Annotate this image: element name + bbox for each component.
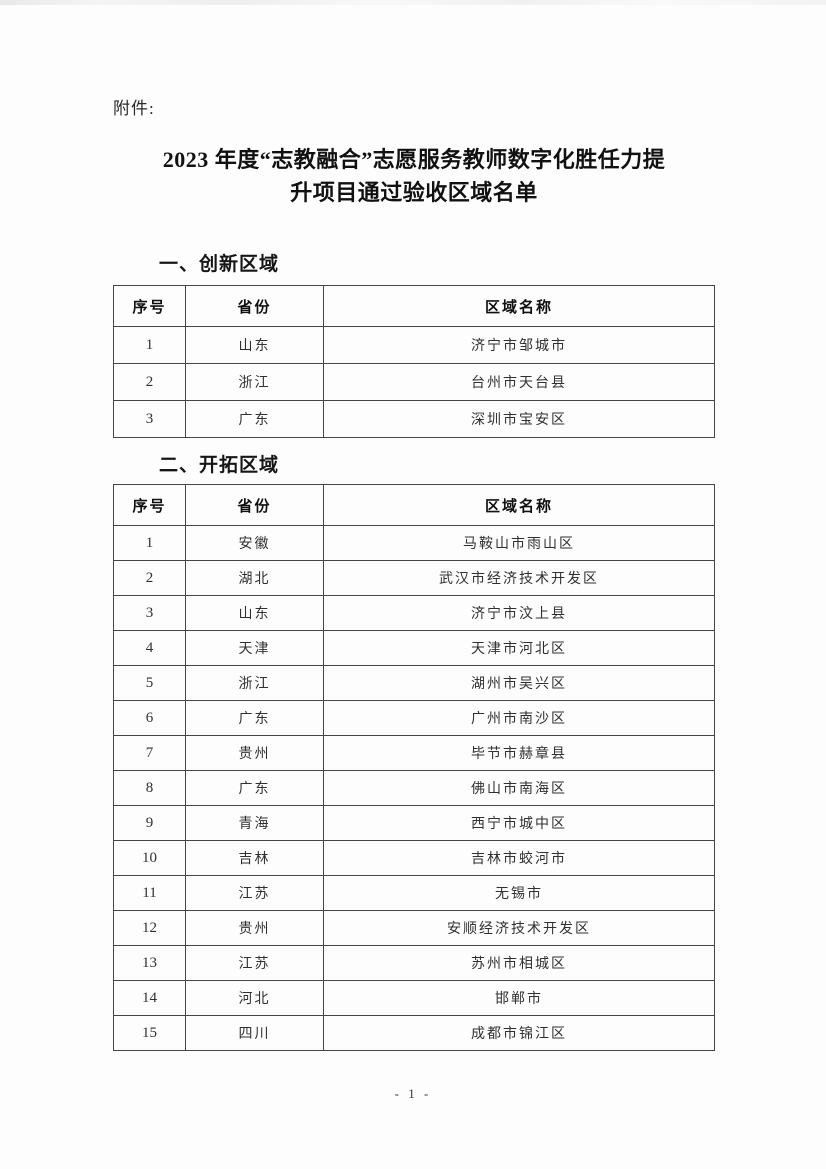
scan-artifact xyxy=(0,0,826,5)
cell-province: 广东 xyxy=(185,700,324,736)
cell-region: 深圳市宝安区 xyxy=(323,400,715,438)
cell-province: 安徽 xyxy=(185,525,324,561)
cell-region: 安顺经济技术开发区 xyxy=(323,910,715,946)
cell-index: 9 xyxy=(113,805,186,841)
cell-region: 吉林市蛟河市 xyxy=(323,840,715,876)
column-header-region: 区域名称 xyxy=(323,285,715,327)
column-header-province: 省份 xyxy=(185,484,324,526)
cell-region: 武汉市经济技术开发区 xyxy=(323,560,715,596)
cell-province: 河北 xyxy=(185,980,324,1016)
cell-index: 5 xyxy=(113,665,186,701)
cell-region: 西宁市城中区 xyxy=(323,805,715,841)
table-row: 6 广东 广州市南沙区 xyxy=(113,700,715,736)
table-row: 1 安徽 马鞍山市雨山区 xyxy=(113,525,715,561)
header-row: 序号 省份 区域名称 xyxy=(113,484,715,526)
cell-index: 11 xyxy=(113,875,186,911)
cell-index: 6 xyxy=(113,700,186,736)
table-row: 3 山东 济宁市汶上县 xyxy=(113,595,715,631)
cell-index: 1 xyxy=(113,525,186,561)
cell-region: 台州市天台县 xyxy=(323,363,715,401)
innovation-table: 序号 省份 区域名称 1 山东 济宁市邹城市 2 浙江 台州市天台县 3 广东 深圳市宝安区 xyxy=(113,285,715,438)
cell-region: 邯郸市 xyxy=(323,980,715,1016)
cell-index: 10 xyxy=(113,840,186,876)
cell-province: 贵州 xyxy=(185,735,324,771)
document-title-line-2: 升项目通过验收区域名单 xyxy=(290,180,538,205)
document-title-line-1: 2023 年度“志教融合”志愿服务教师数字化胜任力提 xyxy=(162,147,666,172)
table-row: 11 江苏 无锡市 xyxy=(113,875,715,911)
section-heading-expansion: 二、开拓区域 xyxy=(159,455,280,476)
cell-region: 毕节市赫章县 xyxy=(323,735,715,771)
cell-province: 广东 xyxy=(185,400,324,438)
table-row: 9 青海 西宁市城中区 xyxy=(113,805,715,841)
cell-index: 12 xyxy=(113,910,186,946)
column-header-province: 省份 xyxy=(185,285,324,327)
cell-region: 广州市南沙区 xyxy=(323,700,715,736)
cell-region: 济宁市汶上县 xyxy=(323,595,715,631)
cell-index: 2 xyxy=(113,363,186,401)
cell-province: 山东 xyxy=(185,326,324,364)
table-row: 4 天津 天津市河北区 xyxy=(113,630,715,666)
column-header-region: 区域名称 xyxy=(323,484,715,526)
cell-region: 济宁市邹城市 xyxy=(323,326,715,364)
cell-index: 8 xyxy=(113,770,186,806)
cell-province: 浙江 xyxy=(185,363,324,401)
header-row: 序号 省份 区域名称 xyxy=(113,285,715,327)
cell-index: 14 xyxy=(113,980,186,1016)
cell-region: 无锡市 xyxy=(323,875,715,911)
expansion-table: 序号 省份 区域名称 1 安徽 马鞍山市雨山区 2 湖北 武汉市经济技术开发区 3 山东 济宁市… xyxy=(113,484,715,1051)
cell-province: 吉林 xyxy=(185,840,324,876)
table-row: 10 吉林 吉林市蛟河市 xyxy=(113,840,715,876)
page-number: - 1 - xyxy=(394,1086,432,1101)
document-content: 附件: 2023 年度“志教融合”志愿服务教师数字化胜任力提 升项目通过验收区域… xyxy=(113,0,715,1051)
cell-province: 浙江 xyxy=(185,665,324,701)
cell-province: 山东 xyxy=(185,595,324,631)
cell-province: 四川 xyxy=(185,1015,324,1051)
table-row: 8 广东 佛山市南海区 xyxy=(113,770,715,806)
cell-region: 佛山市南海区 xyxy=(323,770,715,806)
table-row: 15 四川 成都市锦江区 xyxy=(113,1015,715,1051)
cell-region: 马鞍山市雨山区 xyxy=(323,525,715,561)
cell-region: 湖州市吴兴区 xyxy=(323,665,715,701)
table-row: 13 江苏 苏州市相城区 xyxy=(113,945,715,981)
cell-index: 4 xyxy=(113,630,186,666)
section-heading-innovation: 一、创新区域 xyxy=(159,254,280,275)
column-header-index: 序号 xyxy=(113,484,186,526)
cell-region: 天津市河北区 xyxy=(323,630,715,666)
cell-province: 江苏 xyxy=(185,945,324,981)
cell-region: 苏州市相城区 xyxy=(323,945,715,981)
table-row: 2 浙江 台州市天台县 xyxy=(113,363,715,401)
table-row: 14 河北 邯郸市 xyxy=(113,980,715,1016)
cell-index: 13 xyxy=(113,945,186,981)
table-row: 12 贵州 安顺经济技术开发区 xyxy=(113,910,715,946)
attachment-label: 附件: xyxy=(113,99,155,118)
table-row: 7 贵州 毕节市赫章县 xyxy=(113,735,715,771)
cell-province: 江苏 xyxy=(185,875,324,911)
column-header-index: 序号 xyxy=(113,285,186,327)
cell-index: 3 xyxy=(113,595,186,631)
cell-province: 青海 xyxy=(185,805,324,841)
table-row: 1 山东 济宁市邹城市 xyxy=(113,326,715,364)
cell-province: 广东 xyxy=(185,770,324,806)
cell-index: 3 xyxy=(113,400,186,438)
cell-region: 成都市锦江区 xyxy=(323,1015,715,1051)
document-title: 2023 年度“志教融合”志愿服务教师数字化胜任力提 升项目通过验收区域名单 xyxy=(113,143,715,209)
cell-province: 天津 xyxy=(185,630,324,666)
table-row: 2 湖北 武汉市经济技术开发区 xyxy=(113,560,715,596)
cell-index: 7 xyxy=(113,735,186,771)
table-row: 3 广东 深圳市宝安区 xyxy=(113,400,715,438)
cell-index: 1 xyxy=(113,326,186,364)
cell-index: 2 xyxy=(113,560,186,596)
cell-province: 湖北 xyxy=(185,560,324,596)
table-row: 5 浙江 湖州市吴兴区 xyxy=(113,665,715,701)
cell-province: 贵州 xyxy=(185,910,324,946)
cell-index: 15 xyxy=(113,1015,186,1051)
